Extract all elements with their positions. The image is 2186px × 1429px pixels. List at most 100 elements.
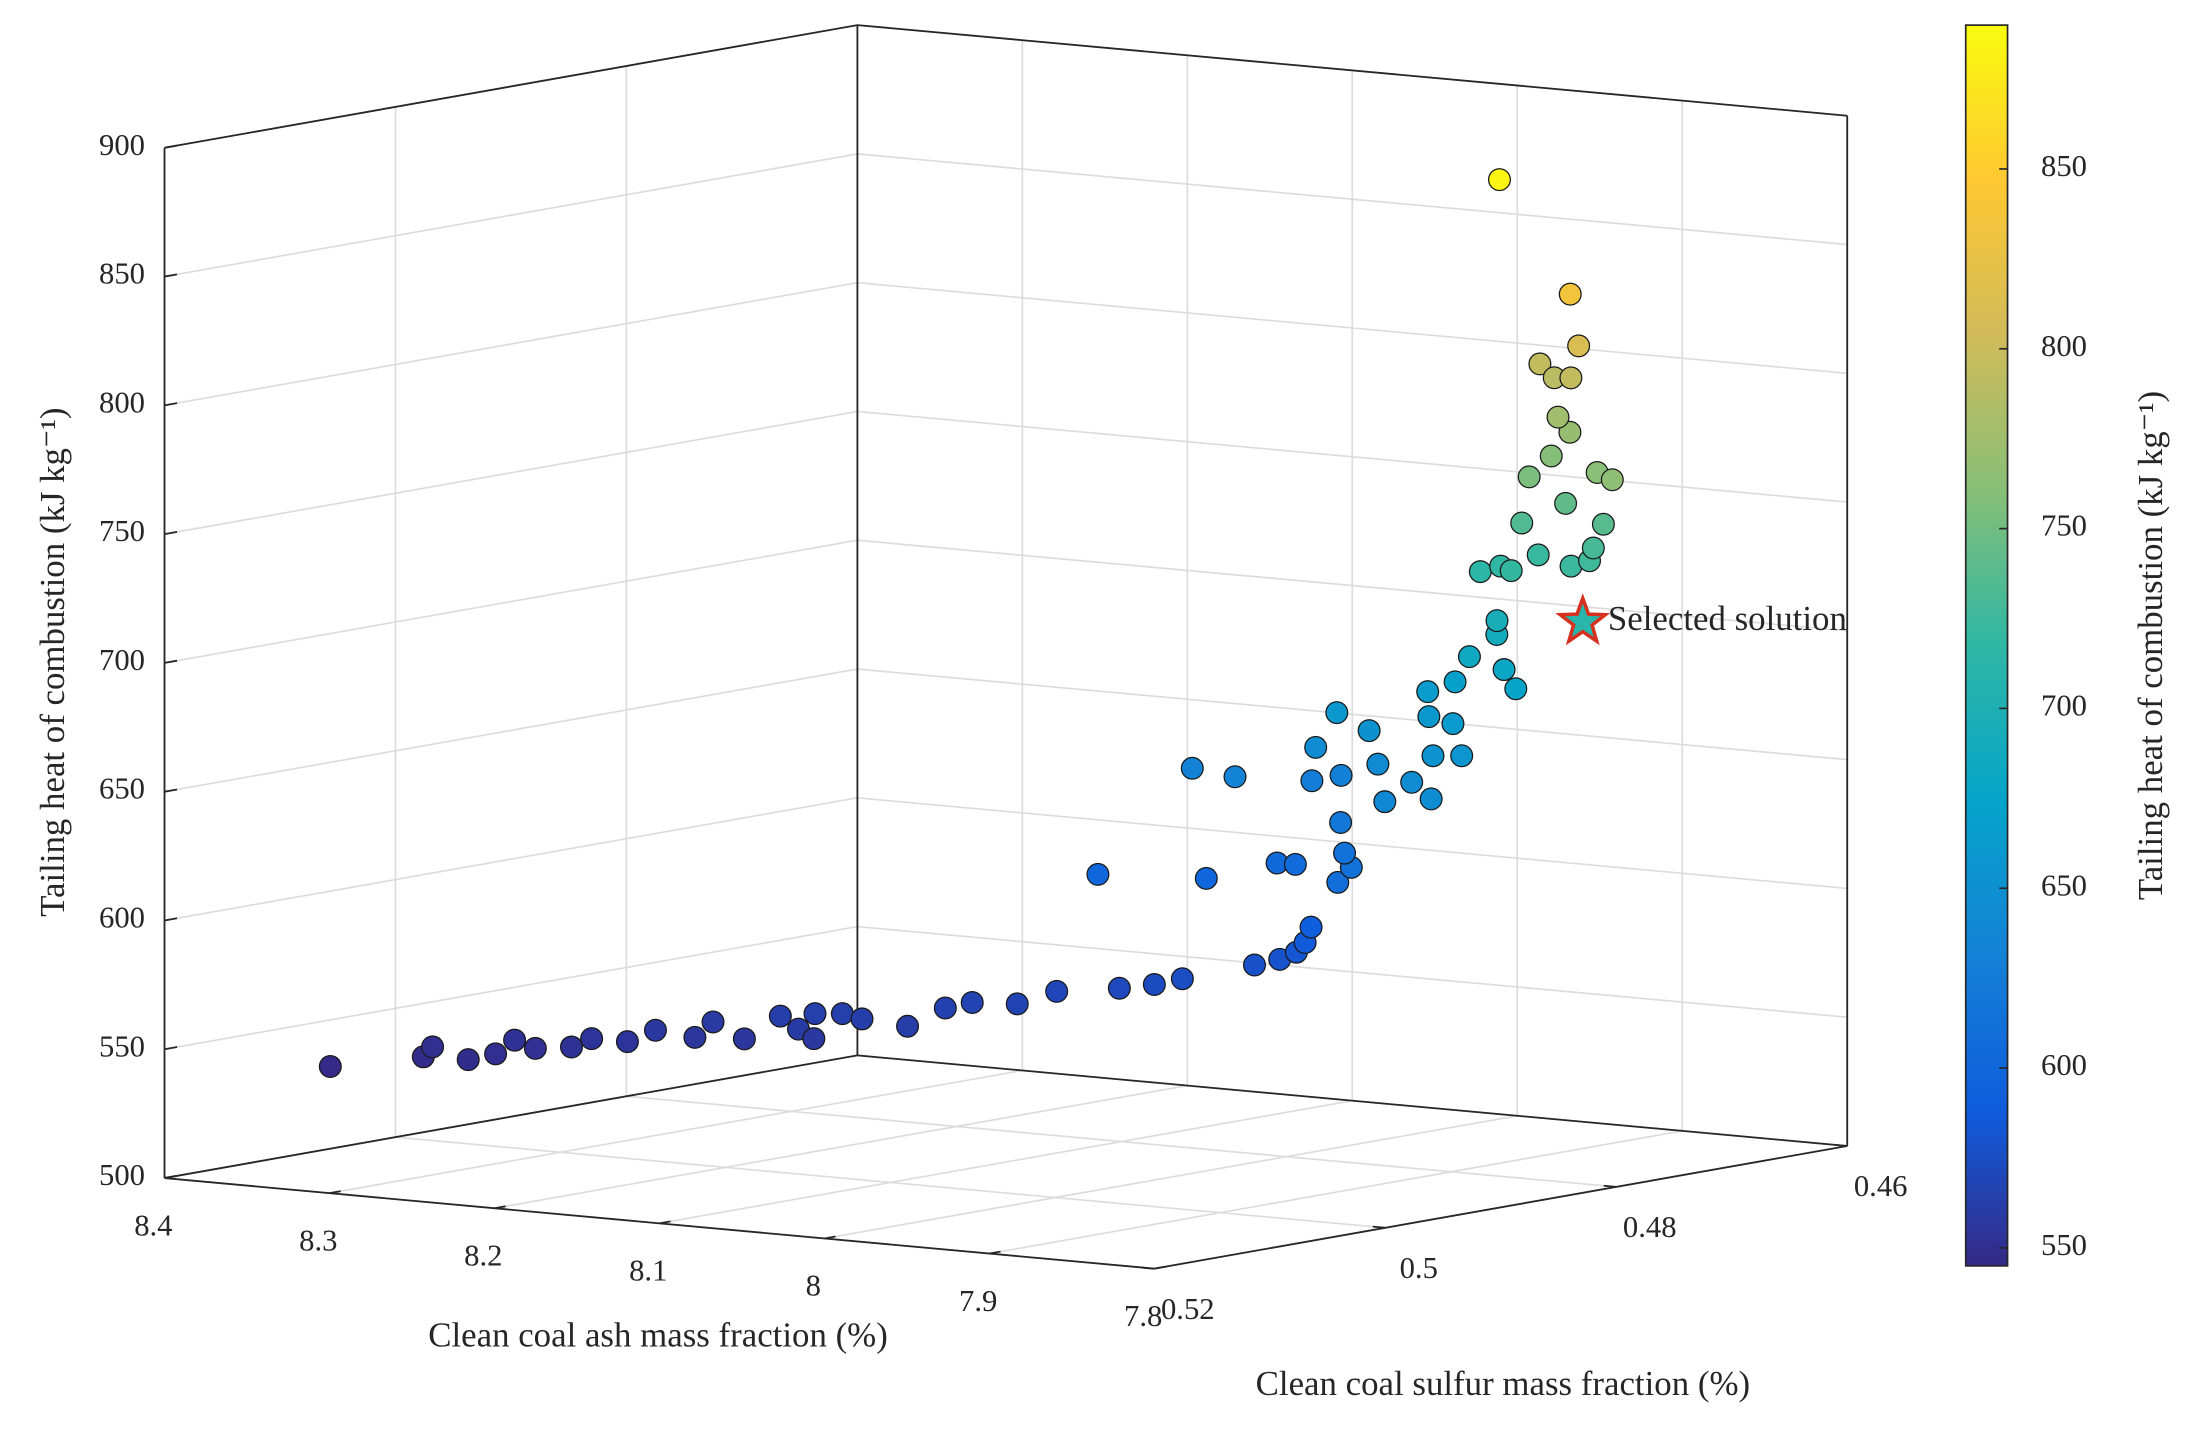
point bbox=[1283, 852, 1307, 876]
point bbox=[1421, 744, 1445, 768]
grid-line bbox=[164, 668, 858, 793]
point bbox=[1567, 334, 1591, 358]
tick-mark bbox=[164, 531, 178, 536]
colorbar-tick-label: 650 bbox=[2041, 868, 2087, 902]
annotation: Selected solution bbox=[1608, 599, 1847, 638]
point bbox=[523, 1036, 547, 1060]
points bbox=[318, 168, 1624, 1078]
colorbar-tick-label: 550 bbox=[2041, 1228, 2087, 1262]
point bbox=[1468, 560, 1492, 584]
point bbox=[1499, 559, 1523, 583]
point bbox=[1304, 735, 1328, 759]
z-tick-label: 550 bbox=[99, 1029, 145, 1063]
point bbox=[643, 1018, 667, 1042]
point bbox=[615, 1030, 639, 1054]
selected-solution-marker bbox=[1555, 593, 1611, 646]
point bbox=[1504, 677, 1528, 701]
tick-mark bbox=[164, 1046, 178, 1051]
z-tick-label: 600 bbox=[99, 901, 145, 935]
x-tick-label: 8.4 bbox=[134, 1208, 172, 1242]
point bbox=[1242, 953, 1266, 977]
grid-line bbox=[164, 925, 858, 1051]
x-tick-label: 8.2 bbox=[464, 1238, 502, 1272]
point bbox=[1457, 645, 1481, 669]
point bbox=[1223, 765, 1247, 789]
x-tick-label: 7.9 bbox=[959, 1284, 997, 1318]
point bbox=[1558, 420, 1582, 444]
point bbox=[1005, 992, 1029, 1016]
z-tick-label: 700 bbox=[99, 643, 145, 677]
point bbox=[768, 1004, 792, 1028]
point bbox=[1045, 979, 1069, 1003]
axes-box bbox=[163, 24, 2009, 1270]
point bbox=[1546, 405, 1570, 429]
y-tick-label: 0.48 bbox=[1623, 1210, 1677, 1244]
y-tick-label: 0.46 bbox=[1854, 1169, 1908, 1203]
grid-line bbox=[494, 1084, 1188, 1210]
point bbox=[1441, 712, 1465, 736]
point bbox=[1517, 465, 1541, 489]
tick-mark bbox=[164, 402, 178, 407]
point bbox=[1194, 866, 1218, 890]
point bbox=[1581, 536, 1605, 560]
z-tick-label: 800 bbox=[99, 385, 145, 419]
colorbar-tick-label: 800 bbox=[2041, 329, 2087, 363]
grid-line bbox=[164, 796, 858, 922]
point bbox=[1443, 670, 1467, 694]
point bbox=[1086, 862, 1110, 886]
point bbox=[1333, 841, 1357, 865]
point bbox=[580, 1027, 604, 1051]
point bbox=[1492, 658, 1516, 682]
point bbox=[484, 1042, 508, 1066]
z-tick-label: 500 bbox=[99, 1158, 145, 1192]
x-axis-label: Clean coal ash mass fraction (%) bbox=[428, 1315, 888, 1354]
axis-line bbox=[857, 1054, 1848, 1147]
point bbox=[1300, 769, 1324, 793]
colorbar bbox=[1964, 24, 2009, 1267]
y-axis-label: Clean coal sulfur mass fraction (%) bbox=[1256, 1364, 1750, 1403]
tick-mark bbox=[329, 1190, 341, 1195]
point bbox=[1329, 763, 1353, 787]
point bbox=[896, 1014, 920, 1038]
colorbar-tick-label: 700 bbox=[2041, 688, 2087, 722]
grid-line bbox=[164, 281, 858, 407]
axis-line bbox=[1154, 1145, 1848, 1270]
point bbox=[1329, 810, 1353, 834]
point bbox=[1554, 491, 1578, 515]
point bbox=[1299, 915, 1323, 939]
point bbox=[1416, 680, 1440, 704]
axis-line bbox=[857, 24, 1848, 117]
point bbox=[1366, 752, 1390, 776]
point bbox=[803, 1002, 827, 1026]
grid-line bbox=[659, 1099, 1353, 1225]
point bbox=[503, 1028, 527, 1052]
x-tick-label: 8.3 bbox=[299, 1223, 337, 1257]
point bbox=[1326, 870, 1350, 894]
point bbox=[1170, 967, 1194, 991]
axis-line bbox=[164, 1054, 858, 1179]
grid-line bbox=[626, 1095, 1617, 1188]
tick-mark bbox=[164, 273, 178, 278]
point bbox=[1539, 444, 1563, 468]
point bbox=[1487, 168, 1511, 192]
grid-line bbox=[329, 1069, 1023, 1194]
grid-line bbox=[164, 410, 858, 535]
point bbox=[1419, 787, 1443, 811]
grid-line bbox=[395, 1136, 1386, 1229]
y-tick-label: 0.5 bbox=[1400, 1251, 1438, 1285]
tick-mark bbox=[164, 917, 178, 922]
tick-mark bbox=[1834, 1143, 1848, 1147]
z-tick-label: 850 bbox=[99, 257, 145, 291]
point bbox=[802, 1027, 826, 1051]
point bbox=[1417, 705, 1441, 729]
tick-mark bbox=[824, 1235, 836, 1240]
z-axis-label: Tailing heat of combustion (kJ kg⁻¹) bbox=[33, 408, 72, 917]
point bbox=[559, 1035, 583, 1059]
x-tick-label: 8.1 bbox=[629, 1254, 667, 1288]
colorbar-label: Tailing heat of combustion (kJ kg⁻¹) bbox=[2131, 391, 2170, 900]
point bbox=[1600, 468, 1624, 492]
point bbox=[1107, 976, 1131, 1000]
grid-line bbox=[164, 539, 858, 664]
point bbox=[1325, 701, 1349, 725]
